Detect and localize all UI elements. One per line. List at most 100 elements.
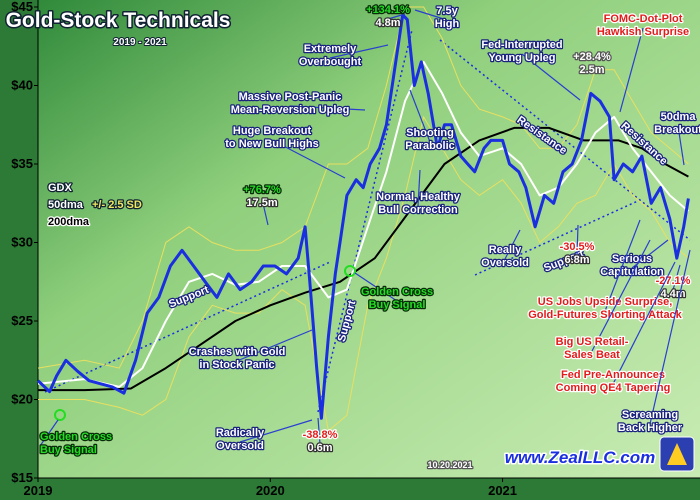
annotation-text: 4.4m (660, 288, 685, 300)
y-tick-label: $15 (11, 470, 33, 485)
legend-entry: 200dma (48, 216, 90, 228)
annotation-arrow (576, 224, 579, 257)
annotation-text: Golden Cross (361, 286, 433, 298)
annotation-arrow (417, 169, 421, 207)
annotation-text: www.ZealLLC.com (505, 448, 656, 467)
annotation-arrow (414, 9, 448, 21)
band-line (38, 115, 689, 432)
annotation-text: 50dma (661, 111, 697, 123)
annotation-text: 4.8m (375, 17, 400, 29)
band-line (37, 6, 689, 369)
y-tick-label: $25 (11, 313, 33, 328)
annotation-text: Breakout (654, 124, 700, 136)
ma-line (38, 126, 689, 392)
annotation-text: Parabolic (405, 140, 455, 152)
annotation-arrow (409, 89, 431, 143)
support-line (44, 261, 331, 393)
annotation-arrow (271, 139, 346, 179)
annotation-arrow (677, 125, 685, 166)
legend-entry: GDX (48, 182, 73, 194)
annotation-text: Mean-Reversion Upleg (231, 104, 350, 116)
x-tick-label: 2021 (488, 483, 517, 498)
annotation-arrow (672, 264, 681, 291)
annotation-text: Oversold (481, 257, 529, 269)
annotation-text: 2.5m (579, 64, 604, 76)
annotation-arrow (504, 229, 521, 260)
annotation-text: FOMC-Dot-Plot (604, 13, 683, 25)
annotation-text: Big US Retail- (556, 336, 629, 348)
annotation-arrow (649, 249, 691, 425)
annotation-text: Overbought (299, 56, 362, 68)
ma-line (37, 60, 690, 388)
x-tick-label: 2019 (24, 483, 53, 498)
annotation-text: Buy Signal (369, 299, 426, 311)
y-tick-label: $45 (11, 0, 33, 14)
annotation-text: Hawkish Surprise (597, 26, 689, 38)
annotation: -38.8%0.6m (301, 428, 339, 456)
annotation-text: Shooting (406, 127, 454, 139)
x-tick-label: 2020 (256, 483, 285, 498)
annotation-arrow (521, 53, 581, 101)
annotation-text: Sales Beat (564, 349, 620, 361)
price-line (36, 13, 690, 420)
annotation-text: Young Upleg (488, 52, 555, 64)
annotation: +134.1%4.8m (365, 3, 411, 31)
annotation-text: Fed Pre-Announces (561, 369, 665, 381)
support-line (317, 29, 413, 413)
legend-entry: 50dma (48, 199, 84, 211)
annotation-text: Crashes with Gold (189, 346, 286, 358)
annotation-text: 10.20.2021 (427, 460, 472, 470)
annotation-text: +76.7% (243, 184, 281, 196)
annotation-arrow (261, 198, 269, 226)
annotation-text: Serious (612, 253, 652, 265)
annotation: +76.7%17.5m (242, 183, 282, 211)
annotation-text: -38.8% (303, 429, 338, 441)
annotation-text: to New Bull Highs (225, 138, 319, 150)
annotation-text: Oversold (216, 440, 264, 452)
annotation-arrow (236, 329, 313, 362)
annotation-arrow (39, 419, 59, 447)
annotation-text: 17.5m (246, 197, 277, 209)
annotation-text: High (435, 18, 460, 30)
annotation-arrow (591, 239, 651, 352)
legend-entry: +/- 2.5 SD (92, 199, 142, 211)
annotation-arrow (289, 105, 366, 111)
annotation-text: Bull Correction (378, 204, 458, 216)
annotation: Big US Retail-Sales Beat (554, 335, 630, 363)
annotation-text: US Jobs Upside Surprise, (538, 296, 672, 308)
annotation-text: +28.4% (573, 51, 611, 63)
annotation: 10.20.2021 (426, 459, 474, 472)
annotation-text: Extremely (304, 43, 357, 55)
annotation-arrow (619, 27, 644, 113)
annotation-arrow (612, 261, 676, 385)
y-tick-label: $35 (11, 156, 33, 171)
annotation-text: Capitulation (600, 266, 664, 278)
annotation-text: Radically (216, 427, 265, 439)
support-line (474, 199, 641, 276)
annotation: www.ZealLLC.com (503, 447, 657, 469)
annotation-text: Buy Signal (40, 444, 97, 456)
annotation-text: +134.1% (366, 4, 410, 16)
annotation-text: Huge Breakout (233, 125, 312, 137)
annotation-text: 6.8m (564, 254, 589, 266)
annotation-text: Golden Cross (40, 431, 112, 443)
y-tick-label: $20 (11, 392, 33, 407)
annotation-text: -30.5% (560, 241, 595, 253)
annotation-arrow (317, 417, 321, 445)
annotation: +28.4%2.5m (572, 50, 612, 78)
golden-cross-marker (54, 409, 66, 421)
annotation-arrow (329, 44, 389, 59)
annotation-text: Fed-Interrupted (481, 39, 562, 51)
